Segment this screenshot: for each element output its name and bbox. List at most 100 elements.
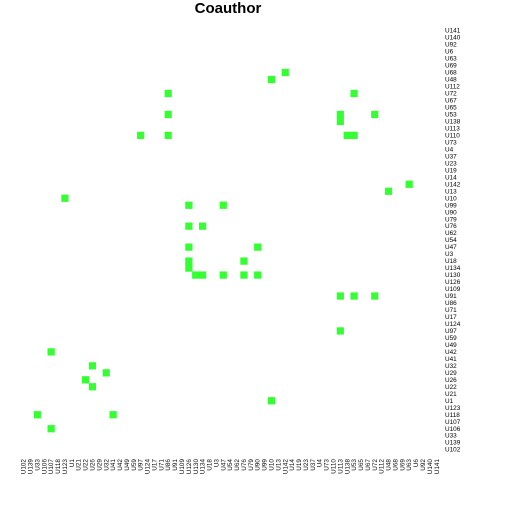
y-tick-label: U59 [445,335,457,342]
y-tick-label: U53 [445,112,457,119]
y-tick-label: U29 [445,370,457,377]
heatmap-cell [88,383,97,391]
x-tick-label: U42 [117,459,124,471]
heatmap-cell [199,271,207,279]
heatmap-cell [47,348,55,356]
chart-title: Coauthor [195,0,262,17]
heatmap-cell [109,411,117,419]
y-tick-label: U106 [445,426,461,433]
x-tick-label: U3 [213,459,220,468]
heatmap-cell [164,89,172,98]
x-tick-label: U62 [234,459,241,471]
heatmap-cell [336,292,344,300]
x-tick-label: U109 [179,459,186,475]
heatmap-cell [47,425,55,433]
heatmap-cell [384,187,393,195]
y-tick-label: U130 [445,272,461,279]
x-tick-label: U53 [351,459,358,471]
y-tick-label: U54 [445,237,457,244]
x-tick-label: U102 [21,459,28,475]
heatmap-cell [102,369,110,377]
x-tick-label: U134 [200,459,207,475]
x-tick-label: U106 [41,459,48,475]
y-tick-label: U1 [445,398,454,405]
x-tick-label: U123 [62,459,69,475]
y-tick-label: U37 [445,153,457,160]
heatmap-cell [267,397,276,405]
x-tick-label: U67 [365,459,372,471]
y-tick-label: U79 [445,216,457,223]
y-tick-label: U19 [445,167,457,174]
y-tick-label: U123 [445,405,461,412]
y-tick-label: U138 [445,118,461,125]
x-tick-label: U32 [103,459,110,471]
y-tick-label: U126 [445,279,461,286]
x-tick-label: U71 [158,459,165,471]
heatmap-cell [33,411,41,419]
heatmap-cell [336,110,344,119]
y-tick-label: U14 [445,174,457,181]
x-tick-label: U110 [330,459,337,474]
x-tick-label: U63 [406,459,413,471]
heatmap-cell [185,243,193,251]
x-tick-label: U23 [303,459,310,471]
heatmap-cell [219,201,227,209]
y-tick-label: U33 [445,433,457,440]
y-axis-labels: U102U139U33U106U107U118U123U1U21U22U26U2… [445,28,461,454]
y-tick-label: U47 [445,244,457,251]
x-tick-label: U48 [386,459,393,471]
y-tick-label: U32 [445,363,457,370]
x-tick-label: U33 [34,459,41,471]
heatmap-cell [219,271,227,279]
y-tick-label: U110 [445,132,460,139]
y-tick-label: U134 [445,265,461,272]
y-tick-label: U113 [445,125,460,132]
y-tick-label: U42 [445,349,457,356]
y-tick-label: U118 [445,412,460,419]
x-tick-label: U142 [282,459,289,475]
y-tick-label: U91 [445,293,457,300]
x-tick-label: U59 [131,459,138,471]
x-tick-label: U92 [420,459,427,471]
heatmap-cell [254,271,262,279]
x-tick-label: U90 [255,459,262,471]
x-tick-label: U86 [165,459,172,471]
y-tick-label: U10 [445,195,457,202]
x-tick-label: U72 [372,459,379,471]
x-tick-label: U124 [145,459,152,475]
y-tick-label: U62 [445,230,457,237]
y-tick-label: U99 [445,202,457,209]
heatmap-cell [185,257,193,265]
heatmap-cell [350,131,358,140]
y-tick-label: U109 [445,286,461,293]
y-tick-label: U26 [445,377,457,384]
heatmap-cell [343,131,351,140]
y-tick-label: U139 [445,440,461,447]
heatmap-cell [185,222,193,230]
y-tick-label: U49 [445,342,457,349]
x-tick-label: U49 [124,459,131,471]
x-tick-label: U97 [138,459,145,471]
x-tick-label: U79 [248,459,255,471]
heatmap-cell [350,89,358,98]
x-tick-label: U54 [227,459,234,471]
y-tick-label: U48 [445,77,457,84]
y-tick-label: U67 [445,98,457,105]
heatmap-cell [254,243,262,251]
heatmap-cell [371,292,379,300]
heatmap-cell [199,222,207,230]
x-tick-label: U4 [317,459,324,468]
x-tick-label: U22 [83,459,90,471]
y-tick-label: U18 [445,258,457,265]
heatmap-cell [137,131,145,140]
heatmap-cell [371,110,379,119]
y-tick-label: U21 [445,391,457,398]
x-tick-label: U113 [337,459,344,474]
x-tick-label: U13 [275,459,282,471]
heatmap-cell [164,131,172,140]
y-tick-label: U112 [445,84,460,91]
y-tick-label: U68 [445,70,457,77]
y-tick-label: U73 [445,139,457,146]
x-tick-label: U76 [241,459,248,471]
heatmap-cell [336,117,344,126]
